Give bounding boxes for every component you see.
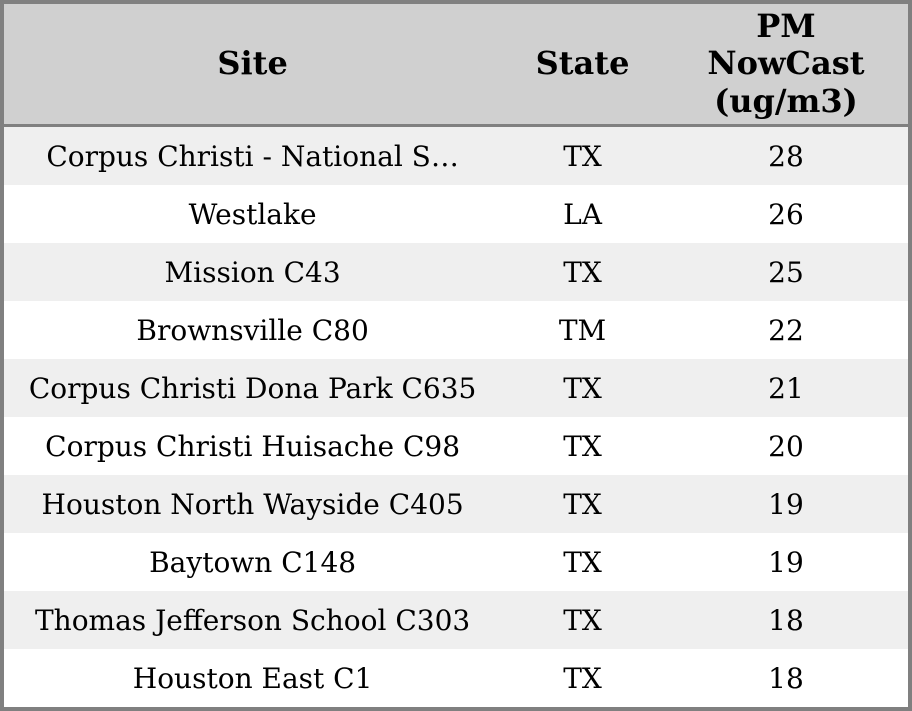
state-cell: TX <box>501 417 664 475</box>
site-cell: Brownsville C80 <box>4 301 502 359</box>
pm-cell: 22 <box>663 301 908 359</box>
state-cell: TX <box>501 475 664 533</box>
pm-cell: 21 <box>663 359 908 417</box>
pm-cell: 20 <box>663 417 908 475</box>
state-cell: TM <box>501 301 664 359</box>
site-cell: Corpus Christi - National S… <box>4 127 502 185</box>
state-cell: TX <box>501 591 664 649</box>
site-cell: Mission C43 <box>4 243 502 301</box>
table-row: Corpus Christi - National S… TX 28 <box>4 127 908 185</box>
site-cell: Thomas Jefferson School C303 <box>4 591 502 649</box>
state-cell: TX <box>501 649 664 707</box>
column-header-pm-nowcast: PM NowCast (ug/m3) <box>663 4 908 127</box>
site-cell: Baytown C148 <box>4 533 502 591</box>
table-row: Brownsville C80 TM 22 <box>4 301 908 359</box>
table-row: Westlake LA 26 <box>4 185 908 243</box>
column-header-state: State <box>501 4 664 127</box>
table-row: Baytown C148 TX 19 <box>4 533 908 591</box>
state-cell: TX <box>501 533 664 591</box>
state-cell: LA <box>501 185 664 243</box>
pm-cell: 19 <box>663 533 908 591</box>
table-row: Mission C43 TX 25 <box>4 243 908 301</box>
site-cell: Westlake <box>4 185 502 243</box>
column-header-site: Site <box>4 4 502 127</box>
pm-cell: 28 <box>663 127 908 185</box>
pm-cell: 26 <box>663 185 908 243</box>
pm-cell: 19 <box>663 475 908 533</box>
site-cell: Houston North Wayside C405 <box>4 475 502 533</box>
pm-cell: 18 <box>663 649 908 707</box>
table-row: Houston North Wayside C405 TX 19 <box>4 475 908 533</box>
table-row: Corpus Christi Dona Park C635 TX 21 <box>4 359 908 417</box>
state-cell: TX <box>501 359 664 417</box>
state-cell: TX <box>501 243 664 301</box>
site-cell: Corpus Christi Huisache C98 <box>4 417 502 475</box>
table-row: Thomas Jefferson School C303 TX 18 <box>4 591 908 649</box>
site-cell: Corpus Christi Dona Park C635 <box>4 359 502 417</box>
header-row: Site State PM NowCast (ug/m3) <box>4 4 908 127</box>
table-row: Corpus Christi Huisache C98 TX 20 <box>4 417 908 475</box>
pm-cell: 18 <box>663 591 908 649</box>
state-cell: TX <box>501 127 664 185</box>
table-row: Houston East C1 TX 18 <box>4 649 908 707</box>
site-cell: Houston East C1 <box>4 649 502 707</box>
pm-cell: 25 <box>663 243 908 301</box>
